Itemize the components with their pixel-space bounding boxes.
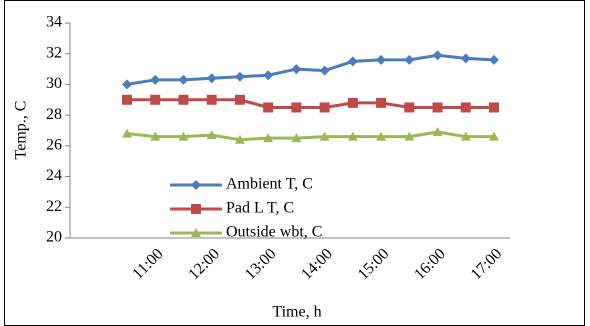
y-tick-label: 22 xyxy=(46,198,62,215)
x-tick-label: 14:00 xyxy=(298,245,336,283)
legend-label: Pad L T, C xyxy=(226,200,294,217)
marker xyxy=(376,54,387,65)
x-tick-label: 11:00 xyxy=(129,245,166,282)
marker xyxy=(432,127,443,137)
marker xyxy=(122,94,132,105)
marker xyxy=(489,131,499,141)
marker xyxy=(178,74,189,85)
y-tick-label: 24 xyxy=(46,167,62,184)
marker xyxy=(263,102,274,113)
marker xyxy=(291,102,302,113)
x-tick-label: 17:00 xyxy=(468,245,506,283)
marker xyxy=(460,102,471,113)
y-axis-label: Temp., C xyxy=(13,101,30,160)
y-tick-label: 34 xyxy=(46,14,62,31)
marker xyxy=(206,130,217,140)
marker xyxy=(191,180,201,190)
marker xyxy=(122,128,132,138)
x-tick-label: 12:00 xyxy=(185,245,223,283)
marker xyxy=(489,54,499,65)
marker xyxy=(178,131,189,141)
marker xyxy=(347,131,358,141)
x-tick-label: 16:00 xyxy=(411,245,449,283)
marker xyxy=(319,131,330,141)
y-tick-label: 28 xyxy=(46,106,62,123)
marker xyxy=(404,131,415,141)
marker xyxy=(291,133,302,143)
marker xyxy=(234,94,245,105)
legend-label: Ambient T, C xyxy=(226,176,313,193)
marker xyxy=(347,56,358,67)
marker xyxy=(263,133,274,143)
marker xyxy=(460,131,471,141)
marker xyxy=(263,70,274,81)
y-tick-label: 30 xyxy=(46,75,62,92)
chart-border xyxy=(4,0,585,326)
marker xyxy=(404,54,415,65)
y-tick-label: 32 xyxy=(46,44,62,61)
marker xyxy=(319,65,330,76)
y-tick-label: 26 xyxy=(46,137,62,154)
series-line xyxy=(126,130,494,142)
legend-label: Outside wbt, C xyxy=(226,224,322,241)
marker xyxy=(319,102,330,113)
marker xyxy=(460,53,471,64)
x-axis-label: Time, h xyxy=(272,304,321,321)
marker xyxy=(404,102,415,113)
marker xyxy=(432,50,443,61)
marker xyxy=(206,73,217,84)
marker xyxy=(376,97,387,108)
x-tick-label: 13:00 xyxy=(242,245,280,283)
x-tick-label: 15:00 xyxy=(355,245,393,283)
marker xyxy=(150,131,161,141)
marker xyxy=(234,71,245,82)
marker xyxy=(122,79,132,90)
marker xyxy=(206,94,217,105)
marker xyxy=(178,94,189,105)
marker xyxy=(347,97,358,108)
marker xyxy=(489,102,499,113)
marker xyxy=(150,74,161,85)
marker xyxy=(191,228,201,237)
marker xyxy=(432,102,443,113)
marker xyxy=(150,94,161,105)
marker xyxy=(234,134,245,144)
marker xyxy=(291,64,302,75)
marker xyxy=(191,204,201,214)
y-tick-label: 20 xyxy=(46,229,62,246)
marker xyxy=(376,131,387,141)
